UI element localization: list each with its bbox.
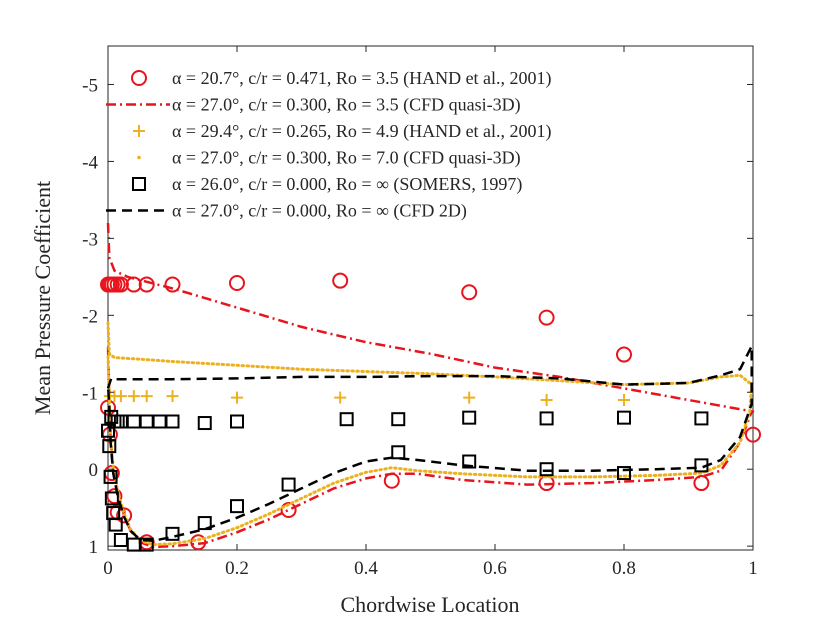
- series-line-cfd-2d: [106, 344, 753, 543]
- legend-label: α = 27.0°, c/r = 0.300, Ro = 3.5 (CFD qu…: [172, 95, 521, 116]
- legend-entry-hand-alpha29.4: α = 29.4°, c/r = 0.265, Ro = 4.9 (HAND e…: [133, 121, 552, 142]
- legend-label: α = 27.0°, c/r = 0.000, Ro = ∞ (CFD 2D): [172, 201, 467, 222]
- y-tick-label: -3: [82, 229, 98, 250]
- data-point-somers-alpha26.0: [617, 466, 631, 481]
- series-layer: [100, 222, 761, 552]
- data-point-hand-alpha29.4: [127, 390, 140, 403]
- series-cfd-quasi3d-ro3.5: [106, 222, 755, 549]
- data-point-somers-alpha26.0: [139, 537, 154, 552]
- data-point-somers-alpha26.0: [165, 526, 180, 541]
- legend-entry-somers-alpha26.0: α = 26.0°, c/r = 0.000, Ro = ∞ (SOMERS, …: [132, 174, 522, 195]
- x-tick-label: 0.2: [225, 558, 249, 579]
- x-tick-label: 0.4: [354, 558, 378, 579]
- data-point-somers-alpha26.0: [462, 454, 477, 469]
- data-point-hand-alpha29.4: [114, 390, 127, 403]
- series-cfd-quasi3d-ro7.0: [106, 321, 754, 547]
- data-point-hand-alpha29.4: [140, 390, 153, 403]
- data-point-somers-alpha26.0: [197, 516, 212, 531]
- data-point-hand-alpha20.7: [138, 276, 155, 293]
- data-point-somers-alpha26.0: [108, 517, 123, 532]
- data-point-somers-alpha26.0: [230, 499, 244, 514]
- data-point-somers-alpha26.0: [539, 411, 554, 426]
- legend-label: α = 26.0°, c/r = 0.000, Ro = ∞ (SOMERS, …: [172, 174, 522, 195]
- data-point-hand-alpha29.4: [463, 391, 476, 404]
- legend: α = 20.7°, c/r = 0.471, Ro = 3.5 (HAND e…: [106, 68, 552, 222]
- y-tick-label: -4: [82, 152, 98, 173]
- data-point-hand-alpha20.7: [229, 274, 245, 291]
- data-point-hand-alpha20.7: [280, 501, 297, 518]
- x-axis-label: Chordwise Location: [340, 592, 519, 617]
- data-point-somers-alpha26.0: [230, 414, 244, 429]
- data-point-hand-alpha20.7: [461, 284, 478, 301]
- data-point-hand-alpha29.4: [231, 391, 243, 404]
- data-point-somers-alpha26.0: [281, 477, 296, 492]
- y-tick-label: -1: [82, 383, 98, 404]
- legend-label: α = 27.0°, c/r = 0.300, Ro = 7.0 (CFD qu…: [172, 148, 521, 169]
- y-tick-label: 0: [89, 460, 99, 481]
- data-point-hand-alpha29.4: [618, 393, 630, 406]
- legend-entry-cfd-2d: α = 27.0°, c/r = 0.000, Ro = ∞ (CFD 2D): [106, 201, 467, 222]
- data-point-hand-alpha29.4: [166, 390, 179, 403]
- data-point-hand-alpha20.7: [332, 272, 349, 289]
- data-point-somers-alpha26.0: [617, 410, 631, 425]
- series-line-cfd-quasi3d-ro3.5: [106, 222, 755, 549]
- data-point-hand-alpha20.7: [112, 276, 129, 293]
- data-point-hand-alpha29.4: [334, 391, 347, 404]
- data-point-somers-alpha26.0: [391, 412, 406, 427]
- legend-marker-somers-alpha26.0: [132, 177, 146, 191]
- legend-marker-hand-alpha20.7: [131, 70, 147, 86]
- data-point-hand-alpha20.7: [106, 488, 123, 505]
- data-point-hand-alpha20.7: [164, 276, 181, 293]
- series-cfd-2d: [106, 344, 753, 543]
- data-point-hand-alpha20.7: [538, 309, 555, 326]
- y-tick-label: -5: [82, 75, 98, 96]
- ticks-layer: 0 0.2 0.4 0.6 0.8 1-5-4-3-2-101: [82, 46, 758, 579]
- data-point-somers-alpha26.0: [165, 414, 180, 429]
- data-point-somers-alpha26.0: [391, 445, 406, 460]
- x-tick-label: 0: [103, 558, 113, 579]
- x-tick-label: 0.8: [612, 558, 636, 579]
- data-point-somers-alpha26.0: [694, 411, 709, 426]
- data-point-hand-alpha20.7: [116, 507, 133, 524]
- legend-label: α = 29.4°, c/r = 0.265, Ro = 4.9 (HAND e…: [172, 121, 552, 142]
- data-point-somers-alpha26.0: [197, 416, 212, 431]
- data-point-somers-alpha26.0: [339, 412, 354, 427]
- plot-area: [107, 45, 754, 551]
- legend-entry-cfd-quasi3d-ro3.5: α = 27.0°, c/r = 0.300, Ro = 3.5 (CFD qu…: [106, 95, 521, 116]
- data-point-somers-alpha26.0: [101, 423, 115, 438]
- legend-entry-cfd-quasi3d-ro7.0: α = 27.0°, c/r = 0.300, Ro = 7.0 (CFD qu…: [137, 148, 521, 169]
- data-point-hand-alpha20.7: [693, 475, 710, 492]
- y-tick-label: 1: [89, 537, 99, 558]
- data-point-somers-alpha26.0: [539, 462, 554, 477]
- legend-entry-hand-alpha20.7: α = 20.7°, c/r = 0.471, Ro = 3.5 (HAND e…: [131, 68, 552, 89]
- legend-label: α = 20.7°, c/r = 0.471, Ro = 3.5 (HAND e…: [172, 68, 552, 89]
- data-point-hand-alpha20.7: [616, 346, 632, 363]
- data-point-somers-alpha26.0: [103, 469, 118, 484]
- data-point-hand-alpha20.7: [745, 426, 761, 443]
- series-somers-alpha26.0: [101, 409, 709, 552]
- data-point-somers-alpha26.0: [462, 410, 477, 425]
- x-tick-label: 0.6: [483, 558, 507, 579]
- series-line-cfd-quasi3d-ro7.0: [106, 321, 754, 547]
- y-tick-label: -2: [82, 306, 98, 327]
- y-axis-label: Mean Pressure Coefficient: [30, 181, 55, 415]
- legend-marker-cfd-quasi3d-ro7.0: [137, 155, 141, 160]
- x-tick-label: 1: [748, 558, 758, 579]
- data-point-hand-alpha29.4: [540, 393, 553, 406]
- data-point-somers-alpha26.0: [104, 491, 119, 506]
- legend-marker-hand-alpha29.4: [133, 125, 145, 137]
